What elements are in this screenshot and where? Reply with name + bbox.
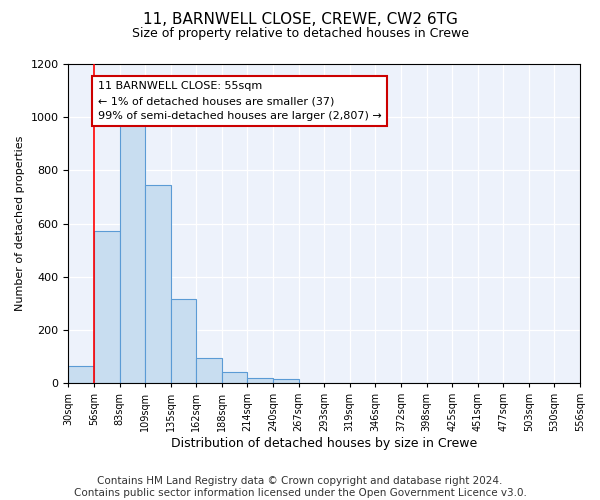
Bar bbox=[68, 366, 94, 383]
Bar bbox=[94, 232, 119, 383]
Bar bbox=[119, 117, 145, 383]
Text: Contains HM Land Registry data © Crown copyright and database right 2024.
Contai: Contains HM Land Registry data © Crown c… bbox=[74, 476, 526, 498]
Bar bbox=[171, 300, 196, 383]
Bar bbox=[247, 378, 273, 383]
Bar bbox=[196, 358, 222, 383]
Bar bbox=[273, 379, 299, 383]
Bar bbox=[222, 372, 247, 383]
Bar bbox=[145, 185, 171, 383]
Text: Size of property relative to detached houses in Crewe: Size of property relative to detached ho… bbox=[131, 28, 469, 40]
X-axis label: Distribution of detached houses by size in Crewe: Distribution of detached houses by size … bbox=[171, 437, 478, 450]
Text: 11, BARNWELL CLOSE, CREWE, CW2 6TG: 11, BARNWELL CLOSE, CREWE, CW2 6TG bbox=[143, 12, 457, 28]
Text: 11 BARNWELL CLOSE: 55sqm
← 1% of detached houses are smaller (37)
99% of semi-de: 11 BARNWELL CLOSE: 55sqm ← 1% of detache… bbox=[98, 82, 382, 121]
Y-axis label: Number of detached properties: Number of detached properties bbox=[15, 136, 25, 311]
